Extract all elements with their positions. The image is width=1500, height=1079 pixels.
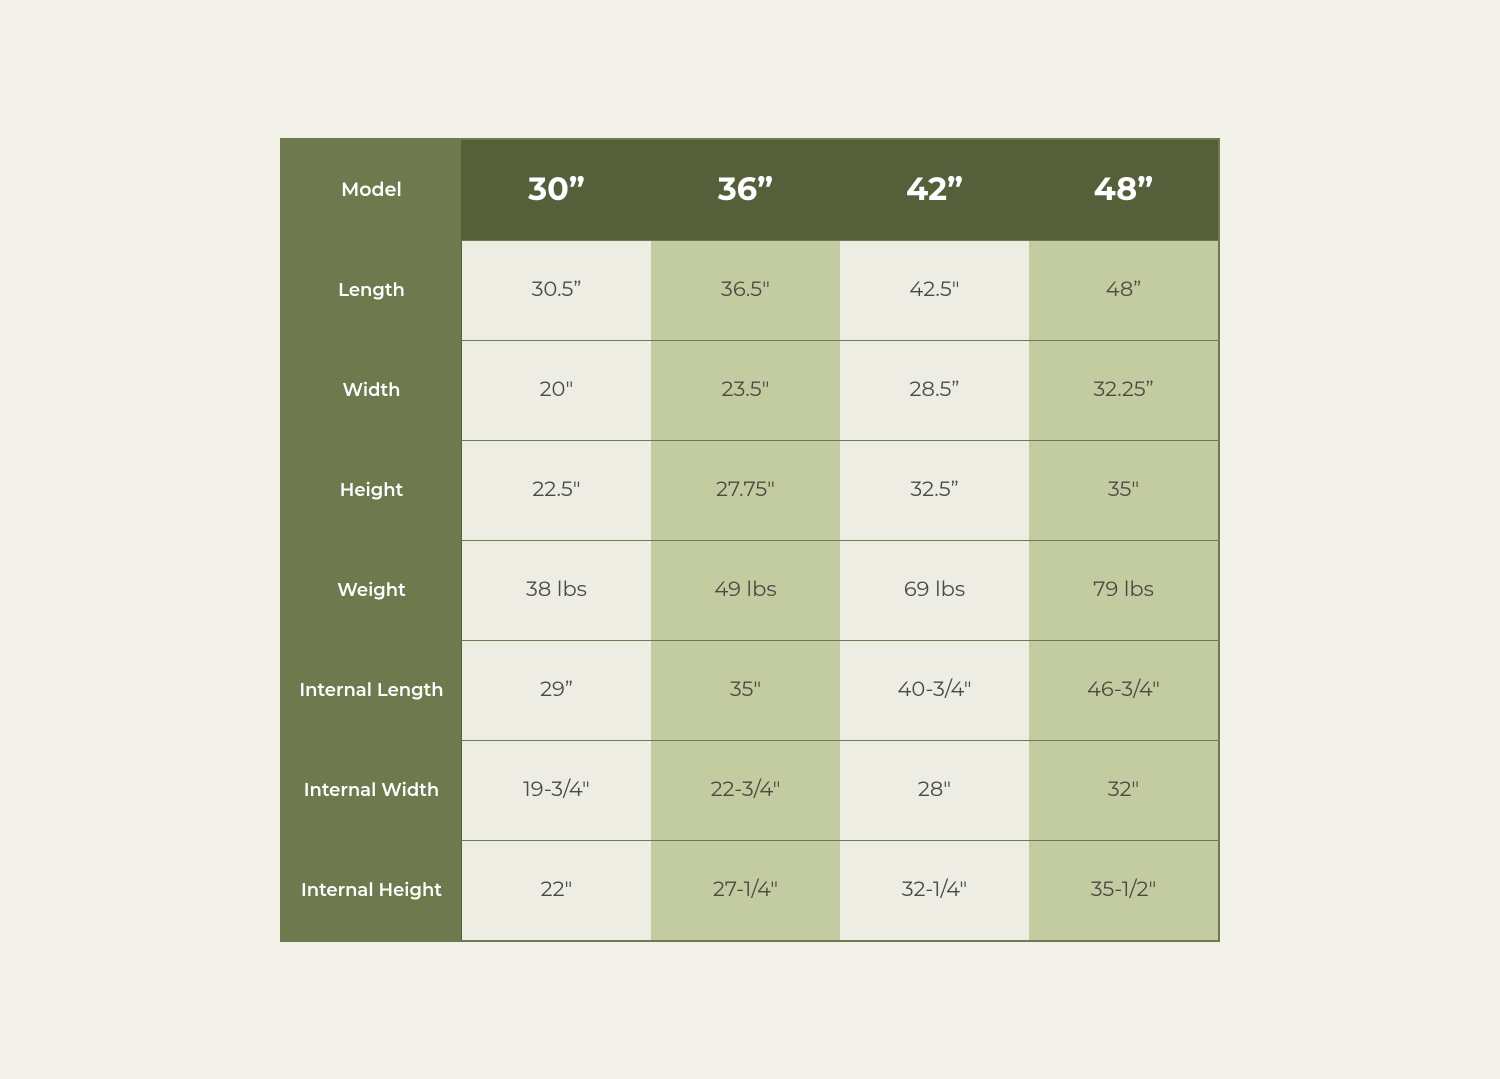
table-cell: 32": [1029, 741, 1218, 840]
table-cell: 79 lbs: [1029, 541, 1218, 640]
row-label: Length: [282, 241, 462, 340]
row-label: Width: [282, 341, 462, 440]
table-cell: 32.25”: [1029, 341, 1218, 440]
table-cell: 29”: [462, 641, 651, 740]
column-header: 30”: [462, 140, 651, 240]
row-label: Internal Width: [282, 741, 462, 840]
table-row: Internal Width 19-3/4" 22-3/4" 28" 32": [282, 740, 1218, 840]
table-row: Internal Length 29” 35" 40-3/4" 46-3/4": [282, 640, 1218, 740]
table-cell: 42.5": [840, 241, 1029, 340]
row-label: Internal Length: [282, 641, 462, 740]
table-cell: 32.5”: [840, 441, 1029, 540]
table-row: Length 30.5” 36.5" 42.5" 48”: [282, 240, 1218, 340]
table-cell: 27.75": [651, 441, 840, 540]
table-cell: 36.5": [651, 241, 840, 340]
table-cell: 35": [651, 641, 840, 740]
row-label: Internal Height: [282, 841, 462, 940]
column-header: 36”: [651, 140, 840, 240]
spec-table: Model 30” 36” 42” 48” Length 30.5” 36.5"…: [280, 138, 1220, 942]
table-cell: 40-3/4": [840, 641, 1029, 740]
table-row: Width 20" 23.5" 28.5” 32.25”: [282, 340, 1218, 440]
column-header: 48”: [1029, 140, 1218, 240]
table-cell: 38 lbs: [462, 541, 651, 640]
header-model-label: Model: [282, 140, 462, 240]
table-header-row: Model 30” 36” 42” 48”: [282, 140, 1218, 240]
table-row: Weight 38 lbs 49 lbs 69 lbs 79 lbs: [282, 540, 1218, 640]
table-cell: 28.5”: [840, 341, 1029, 440]
table-cell: 46-3/4": [1029, 641, 1218, 740]
table-cell: 49 lbs: [651, 541, 840, 640]
table-cell: 23.5": [651, 341, 840, 440]
row-label: Height: [282, 441, 462, 540]
table-row: Internal Height 22" 27-1/4" 32-1/4" 35-1…: [282, 840, 1218, 940]
table-cell: 28": [840, 741, 1029, 840]
table-cell: 32-1/4": [840, 841, 1029, 940]
row-label: Weight: [282, 541, 462, 640]
table-cell: 19-3/4": [462, 741, 651, 840]
column-header: 42”: [840, 140, 1029, 240]
table-cell: 69 lbs: [840, 541, 1029, 640]
table-cell: 20": [462, 341, 651, 440]
table-cell: 35-1/2": [1029, 841, 1218, 940]
table-cell: 22-3/4": [651, 741, 840, 840]
table-cell: 35": [1029, 441, 1218, 540]
table-cell: 30.5”: [462, 241, 651, 340]
table-cell: 27-1/4": [651, 841, 840, 940]
table-row: Height 22.5" 27.75" 32.5” 35": [282, 440, 1218, 540]
table-cell: 48”: [1029, 241, 1218, 340]
table-cell: 22": [462, 841, 651, 940]
table-cell: 22.5": [462, 441, 651, 540]
